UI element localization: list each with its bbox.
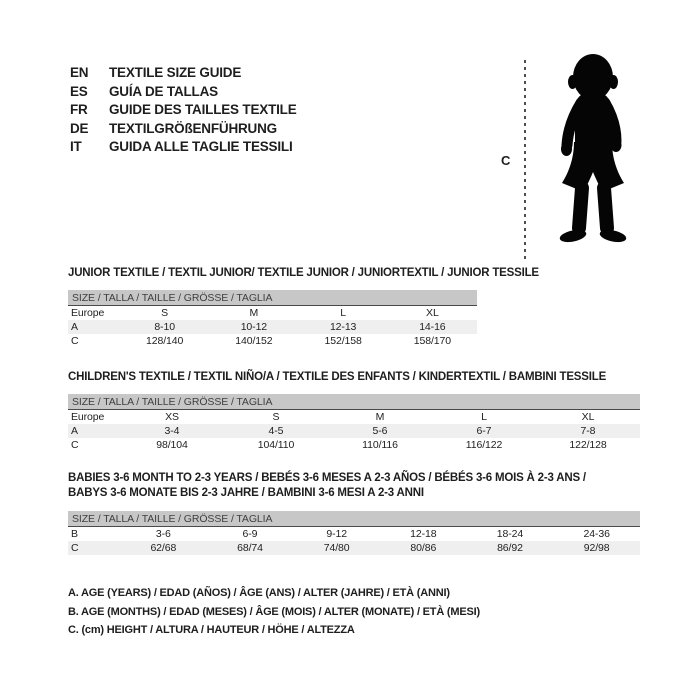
- size-cell: M: [375, 411, 385, 423]
- size-cell: 5-6: [372, 425, 388, 437]
- language-code: DE: [70, 120, 89, 136]
- section-title-line: BABIES 3-6 MONTH TO 2-3 YEARS / BEBÉS 3-…: [68, 472, 586, 484]
- table-row: A 3-4 4-5 5-6 6-7 7-8: [68, 424, 640, 438]
- legend-line-a: A. AGE (YEARS) / EDAD (AÑOS) / ÂGE (ANS)…: [68, 587, 450, 599]
- size-cell: 9-12: [326, 528, 347, 540]
- size-cell: 104/110: [257, 439, 295, 451]
- language-row: DE TEXTILGRÖßENFÜHRUNG: [70, 120, 297, 139]
- size-cell: XL: [426, 307, 439, 319]
- size-cell: 62/68: [150, 542, 177, 554]
- size-cell: L: [481, 411, 487, 423]
- language-code: EN: [70, 65, 89, 80]
- section-title: CHILDREN'S TEXTILE / TEXTIL NIÑO/A / TEX…: [68, 370, 640, 384]
- section-title: BABIES 3-6 MONTH TO 2-3 YEARS / BEBÉS 3-…: [68, 471, 640, 501]
- section-junior: JUNIOR TEXTILE / TEXTIL JUNIOR/ TEXTILE …: [68, 266, 539, 348]
- language-label: GUIDA ALLE TAGLIE TESSILI: [109, 139, 293, 154]
- size-header-cell: SIZE / TALLA / TAILLE / GRÖSSE / TAGLIA: [68, 394, 640, 410]
- size-cell: 158/170: [413, 335, 451, 347]
- size-cell: 86/92: [497, 542, 523, 554]
- size-cell: L: [340, 307, 346, 319]
- table-row: Europe S M L XL: [68, 306, 477, 321]
- size-cell: 4-5: [268, 425, 284, 437]
- language-row: ES GUÍA DE TALLAS: [70, 83, 297, 102]
- size-cell: 98/104: [156, 439, 188, 451]
- legend-line-c: C. (cm) HEIGHT / ALTURA / HAUTEUR / HÖHE…: [68, 624, 355, 636]
- size-cell: 18-24: [496, 528, 524, 540]
- section-title-line: CHILDREN'S TEXTILE / TEXTIL NIÑO/A / TEX…: [68, 371, 607, 383]
- size-cell: 110/116: [362, 439, 398, 451]
- size-cell: 6-9: [242, 528, 258, 540]
- size-cell: 3-4: [164, 425, 180, 437]
- size-cell: 12-13: [329, 321, 357, 333]
- size-header-cell: SIZE / TALLA / TAILLE / GRÖSSE / TAGLIA: [68, 511, 640, 527]
- table-row: A 8-10 10-12 12-13 14-16: [68, 320, 477, 334]
- size-cell: 8-10: [154, 321, 175, 333]
- row-label: B: [71, 528, 78, 540]
- table-row: Europe XS S M L XL: [68, 410, 640, 425]
- height-measure-label: C: [501, 153, 511, 168]
- table-row: C 128/140 140/152 152/158 158/170: [68, 334, 477, 348]
- size-cell: 68/74: [237, 542, 263, 554]
- section-title-line: JUNIOR TEXTILE / TEXTIL JUNIOR/ TEXTILE …: [68, 267, 539, 279]
- language-label: TEXTILGRÖßENFÜHRUNG: [109, 120, 277, 136]
- row-label: Europe: [71, 411, 105, 423]
- size-cell: 24-36: [583, 528, 610, 540]
- legend-line-b: B. AGE (MONTHS) / EDAD (MESES) / ÂGE (MO…: [68, 605, 480, 618]
- language-list: EN TEXTILE SIZE GUIDE ES GUÍA DE TALLAS FR…: [70, 64, 297, 157]
- size-cell: 6-7: [476, 425, 492, 437]
- size-cell: 74/80: [323, 542, 350, 554]
- junior-size-table: SIZE / TALLA / TAILLE / GRÖSSE / TAGLIA …: [68, 290, 477, 348]
- size-cell: 140/152: [235, 335, 273, 347]
- language-label: TEXTILE SIZE GUIDE: [109, 65, 242, 80]
- section-title: JUNIOR TEXTILE / TEXTIL JUNIOR/ TEXTILE …: [68, 266, 539, 280]
- size-cell: 12-18: [410, 528, 437, 540]
- table-row: C 98/104 104/110 110/116 116/122 122/128: [68, 438, 640, 452]
- row-label: Europe: [71, 307, 105, 319]
- size-header-cell: SIZE / TALLA / TAILLE / GRÖSSE / TAGLIA: [68, 290, 477, 306]
- table-row: C 62/68 68/74 74/80 80/86 86/92 92/98: [68, 541, 640, 555]
- section-babies: BABIES 3-6 MONTH TO 2-3 YEARS / BEBÉS 3-…: [68, 471, 640, 555]
- row-label: C: [71, 439, 79, 451]
- language-code: ES: [70, 83, 88, 99]
- section-children: CHILDREN'S TEXTILE / TEXTIL NIÑO/A / TEX…: [68, 370, 640, 452]
- row-label: A: [71, 321, 78, 333]
- size-cell: 7-8: [580, 425, 596, 437]
- size-cell: XS: [165, 411, 179, 423]
- language-label: GUÍA DE TALLAS: [109, 83, 218, 99]
- language-row: IT GUIDA ALLE TAGLIE TESSILI: [70, 138, 297, 157]
- toddler-silhouette-icon: [559, 54, 627, 243]
- size-cell: 10-12: [240, 321, 268, 333]
- size-cell: 80/86: [410, 542, 437, 554]
- size-cell: 128/140: [145, 335, 184, 347]
- size-cell: M: [249, 307, 259, 319]
- size-cell: S: [272, 411, 280, 423]
- size-cell: 152/158: [324, 335, 362, 347]
- language-row: EN TEXTILE SIZE GUIDE: [70, 64, 297, 83]
- size-cell: 14-16: [419, 321, 446, 333]
- row-label: C: [71, 542, 79, 554]
- language-row: FR GUIDE DES TAILLES TEXTILE: [70, 101, 297, 120]
- section-title-line: BABYS 3-6 MONATE BIS 2-3 JAHRE / BAMBINI…: [68, 487, 424, 499]
- language-code: IT: [70, 139, 82, 154]
- language-label: GUIDE DES TAILLES TEXTILE: [109, 102, 297, 117]
- language-code: FR: [70, 102, 88, 117]
- babies-size-table: SIZE / TALLA / TAILLE / GRÖSSE / TAGLIA …: [68, 511, 640, 555]
- size-cell: 116/122: [465, 439, 503, 451]
- row-label: C: [71, 335, 79, 347]
- children-size-table: SIZE / TALLA / TAILLE / GRÖSSE / TAGLIA …: [68, 394, 640, 452]
- size-cell: XL: [581, 411, 595, 423]
- table-row: B 3-6 6-9 9-12 12-18 18-24 24-36: [68, 527, 640, 542]
- size-header-row: SIZE / TALLA / TAILLE / GRÖSSE / TAGLIA: [68, 394, 640, 410]
- legend: A. AGE (YEARS) / EDAD (AÑOS) / ÂGE (ANS)…: [68, 584, 480, 640]
- size-cell: S: [161, 307, 169, 319]
- size-header-row: SIZE / TALLA / TAILLE / GRÖSSE / TAGLIA: [68, 290, 477, 306]
- height-dashed-line: [524, 60, 526, 262]
- size-cell: 122/128: [569, 439, 607, 451]
- size-header-row: SIZE / TALLA / TAILLE / GRÖSSE / TAGLIA: [68, 511, 640, 527]
- row-label: A: [71, 425, 78, 437]
- size-cell: 3-6: [155, 528, 171, 540]
- size-cell: 92/98: [583, 542, 610, 554]
